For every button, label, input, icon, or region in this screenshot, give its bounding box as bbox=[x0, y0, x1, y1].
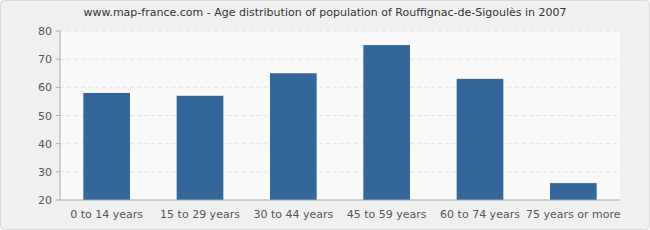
tick-label: 70 bbox=[38, 53, 52, 66]
tick-label: 80 bbox=[38, 25, 52, 38]
bar bbox=[550, 183, 597, 200]
tick-label: 30 bbox=[38, 166, 52, 179]
category-label: 60 to 74 years bbox=[440, 208, 520, 221]
background bbox=[1, 1, 650, 230]
x-axis bbox=[60, 200, 620, 201]
grid-line bbox=[60, 87, 620, 88]
tick-mark bbox=[56, 200, 60, 201]
tick-label: 20 bbox=[38, 194, 52, 207]
grid-line bbox=[60, 200, 620, 201]
bar bbox=[270, 73, 317, 200]
grid-line bbox=[60, 143, 620, 144]
chart: www.map-france.com - Age distribution of… bbox=[0, 0, 650, 230]
plot-area bbox=[60, 31, 620, 200]
tick-label: 40 bbox=[38, 138, 52, 151]
category-label: 75 years or more bbox=[526, 208, 621, 221]
tick-mark bbox=[56, 87, 60, 88]
tick-mark bbox=[56, 59, 60, 60]
tick-mark bbox=[56, 143, 60, 144]
y-axis bbox=[60, 31, 61, 200]
bars bbox=[83, 45, 596, 200]
bar bbox=[83, 93, 130, 200]
tick-label: 60 bbox=[38, 81, 52, 94]
grid-line bbox=[60, 59, 620, 60]
title: www.map-france.com - Age distribution of… bbox=[83, 6, 566, 19]
tick-mark bbox=[56, 115, 60, 116]
category-label: 0 to 14 years bbox=[70, 208, 143, 221]
tick-label: 50 bbox=[38, 110, 52, 123]
bar bbox=[363, 45, 410, 200]
category-label: 45 to 59 years bbox=[347, 208, 427, 221]
grid-line bbox=[60, 115, 620, 116]
tick-mark bbox=[56, 171, 60, 172]
tick-mark bbox=[56, 31, 60, 32]
bar bbox=[177, 96, 224, 200]
bar bbox=[457, 79, 504, 200]
grid-line bbox=[60, 31, 620, 32]
category-label: 15 to 29 years bbox=[160, 208, 240, 221]
grid-line bbox=[60, 171, 620, 172]
category-label: 30 to 44 years bbox=[253, 208, 333, 221]
